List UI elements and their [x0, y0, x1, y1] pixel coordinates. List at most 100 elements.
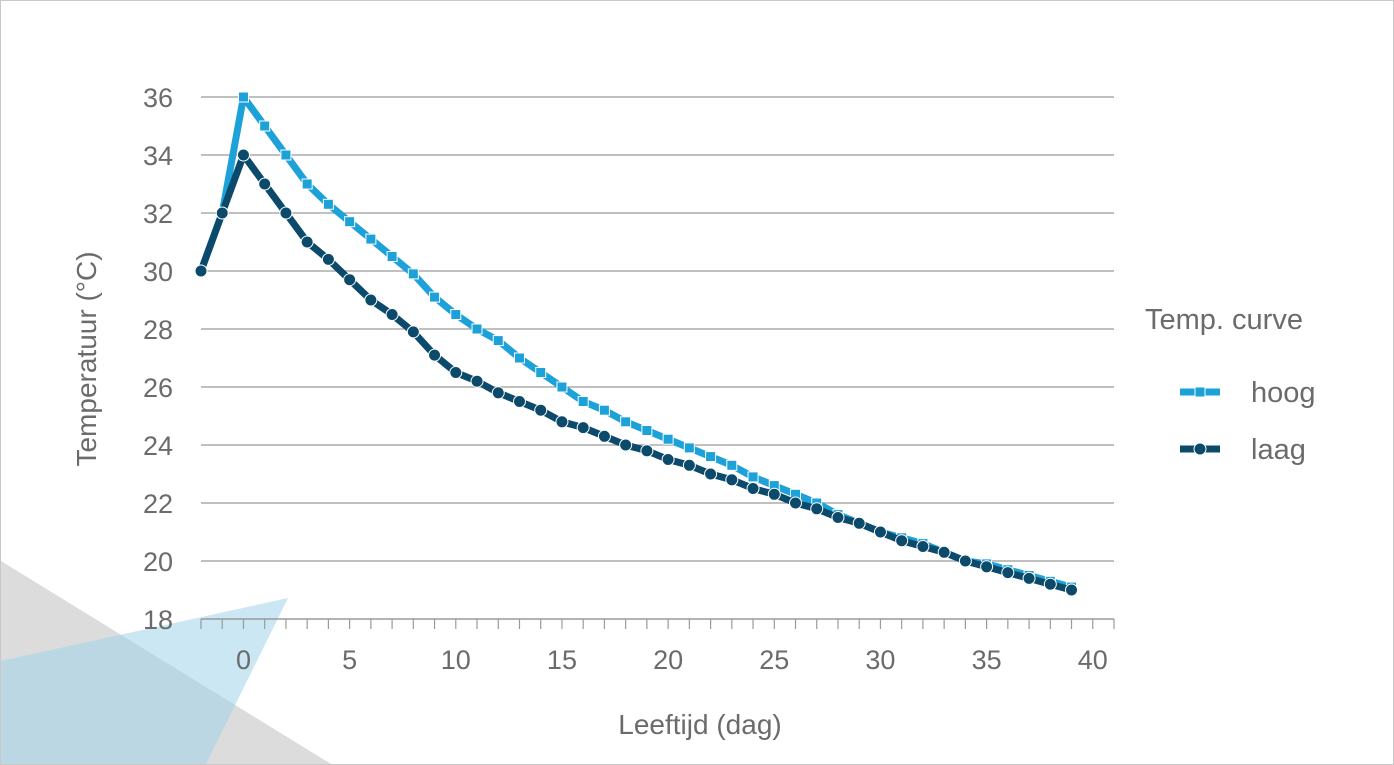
- data-point-laag: [1022, 571, 1036, 585]
- legend-item-laag: laag: [1180, 434, 1306, 466]
- data-point-laag: [534, 403, 548, 417]
- data-point-hoog: [280, 149, 292, 161]
- data-point-laag: [555, 415, 569, 429]
- series-line-hoog: [197, 93, 1075, 591]
- data-point-hoog: [365, 233, 377, 245]
- data-point-laag: [258, 177, 272, 191]
- legend-title: Temp. curve: [1145, 304, 1303, 336]
- data-point-laag: [980, 560, 994, 574]
- series-hoog: [195, 91, 1078, 593]
- series-line-laag: [197, 151, 1075, 594]
- data-point-laag: [873, 525, 887, 539]
- data-point-laag: [958, 554, 972, 568]
- legend-label-laag: laag: [1251, 434, 1306, 466]
- data-point-laag: [640, 444, 654, 458]
- y-tick-label: 20: [143, 547, 173, 577]
- data-point-laag: [916, 540, 930, 553]
- data-point-hoog: [535, 367, 547, 378]
- data-point-laag: [810, 502, 824, 516]
- data-point-laag: [279, 206, 293, 220]
- data-point-hoog: [471, 323, 483, 335]
- axes: 18 20 22 24 26 28 30 32 34 36 0 5 10 15 20 25 30 35 40: [143, 83, 1115, 675]
- legend-item-hoog: hoog: [1180, 377, 1316, 409]
- data-point-hoog: [450, 309, 462, 320]
- series-layer: [194, 91, 1079, 597]
- x-tick-label: 35: [972, 645, 1002, 675]
- data-point-hoog: [683, 442, 695, 454]
- data-point-laag: [789, 496, 803, 510]
- x-tick-label: 30: [865, 645, 895, 675]
- data-point-laag: [449, 366, 463, 379]
- y-tick-label: 34: [143, 141, 173, 171]
- data-point-laag: [746, 482, 760, 495]
- data-point-hoog: [322, 198, 334, 210]
- data-point-laag: [470, 374, 484, 388]
- legend-label-hoog: hoog: [1251, 377, 1316, 409]
- y-tick-label: 18: [143, 605, 173, 635]
- data-point-hoog: [726, 459, 738, 471]
- data-point-hoog: [598, 404, 610, 416]
- data-point-laag: [661, 453, 675, 466]
- data-point-laag: [428, 348, 442, 362]
- data-point-hoog: [705, 451, 717, 463]
- x-tick-label: 15: [547, 645, 577, 675]
- data-point-laag: [1043, 577, 1057, 591]
- data-point-hoog: [386, 251, 398, 262]
- data-point-hoog: [747, 471, 759, 483]
- data-point-hoog: [429, 291, 441, 303]
- decor-blue-triangle: [1, 598, 288, 764]
- data-point-hoog: [301, 178, 313, 190]
- background-decoration: [1, 561, 331, 764]
- y-axis-title: Temperatuur (°C): [71, 251, 102, 466]
- x-tick-label: 25: [759, 645, 789, 675]
- data-point-hoog: [344, 216, 356, 228]
- data-point-laag: [725, 473, 739, 487]
- data-point-hoog: [662, 433, 674, 445]
- gridlines: [201, 96, 1114, 562]
- data-point-hoog: [577, 396, 589, 407]
- data-point-laag: [1001, 566, 1015, 580]
- data-point-laag: [597, 429, 611, 443]
- data-point-laag: [512, 395, 526, 408]
- x-axis-title: Leeftijd (dag): [618, 709, 781, 740]
- data-point-laag: [300, 235, 314, 249]
- data-point-hoog: [237, 91, 249, 103]
- legend-swatch-marker: [1193, 442, 1207, 456]
- y-tick-label: 24: [143, 431, 173, 461]
- y-tick-label: 32: [143, 199, 173, 229]
- data-point-laag: [704, 467, 718, 481]
- data-point-hoog: [407, 268, 419, 280]
- y-tick-label: 28: [143, 315, 173, 345]
- data-point-hoog: [513, 352, 525, 364]
- data-point-laag: [406, 325, 420, 339]
- y-tick-label: 22: [143, 489, 173, 519]
- data-point-hoog: [259, 120, 271, 132]
- data-point-laag: [619, 438, 633, 452]
- data-point-laag: [321, 252, 335, 266]
- data-point-laag: [385, 308, 399, 321]
- data-point-laag: [831, 511, 845, 524]
- legend-swatch-marker: [1194, 386, 1206, 398]
- y-tick-label: 30: [143, 257, 173, 287]
- data-point-laag: [491, 386, 505, 400]
- data-point-laag: [364, 293, 378, 307]
- data-point-laag: [895, 534, 909, 548]
- x-tick-label: 20: [653, 645, 683, 675]
- data-point-laag: [576, 421, 590, 435]
- y-tick-label: 26: [143, 373, 173, 403]
- legend: Temp. curve hoog laag: [1145, 304, 1316, 466]
- data-point-laag: [767, 487, 781, 501]
- data-point-hoog: [641, 425, 653, 436]
- data-point-laag: [215, 206, 229, 220]
- y-tick-label: 36: [143, 83, 173, 113]
- data-point-laag: [682, 458, 696, 472]
- series-laag: [194, 148, 1079, 597]
- data-point-laag: [194, 264, 208, 278]
- data-point-laag: [343, 273, 357, 287]
- data-point-hoog: [620, 416, 632, 428]
- x-tick-label: 10: [441, 645, 471, 675]
- x-tick-label: 40: [1078, 645, 1108, 675]
- data-point-hoog: [492, 335, 504, 347]
- data-point-hoog: [556, 381, 568, 393]
